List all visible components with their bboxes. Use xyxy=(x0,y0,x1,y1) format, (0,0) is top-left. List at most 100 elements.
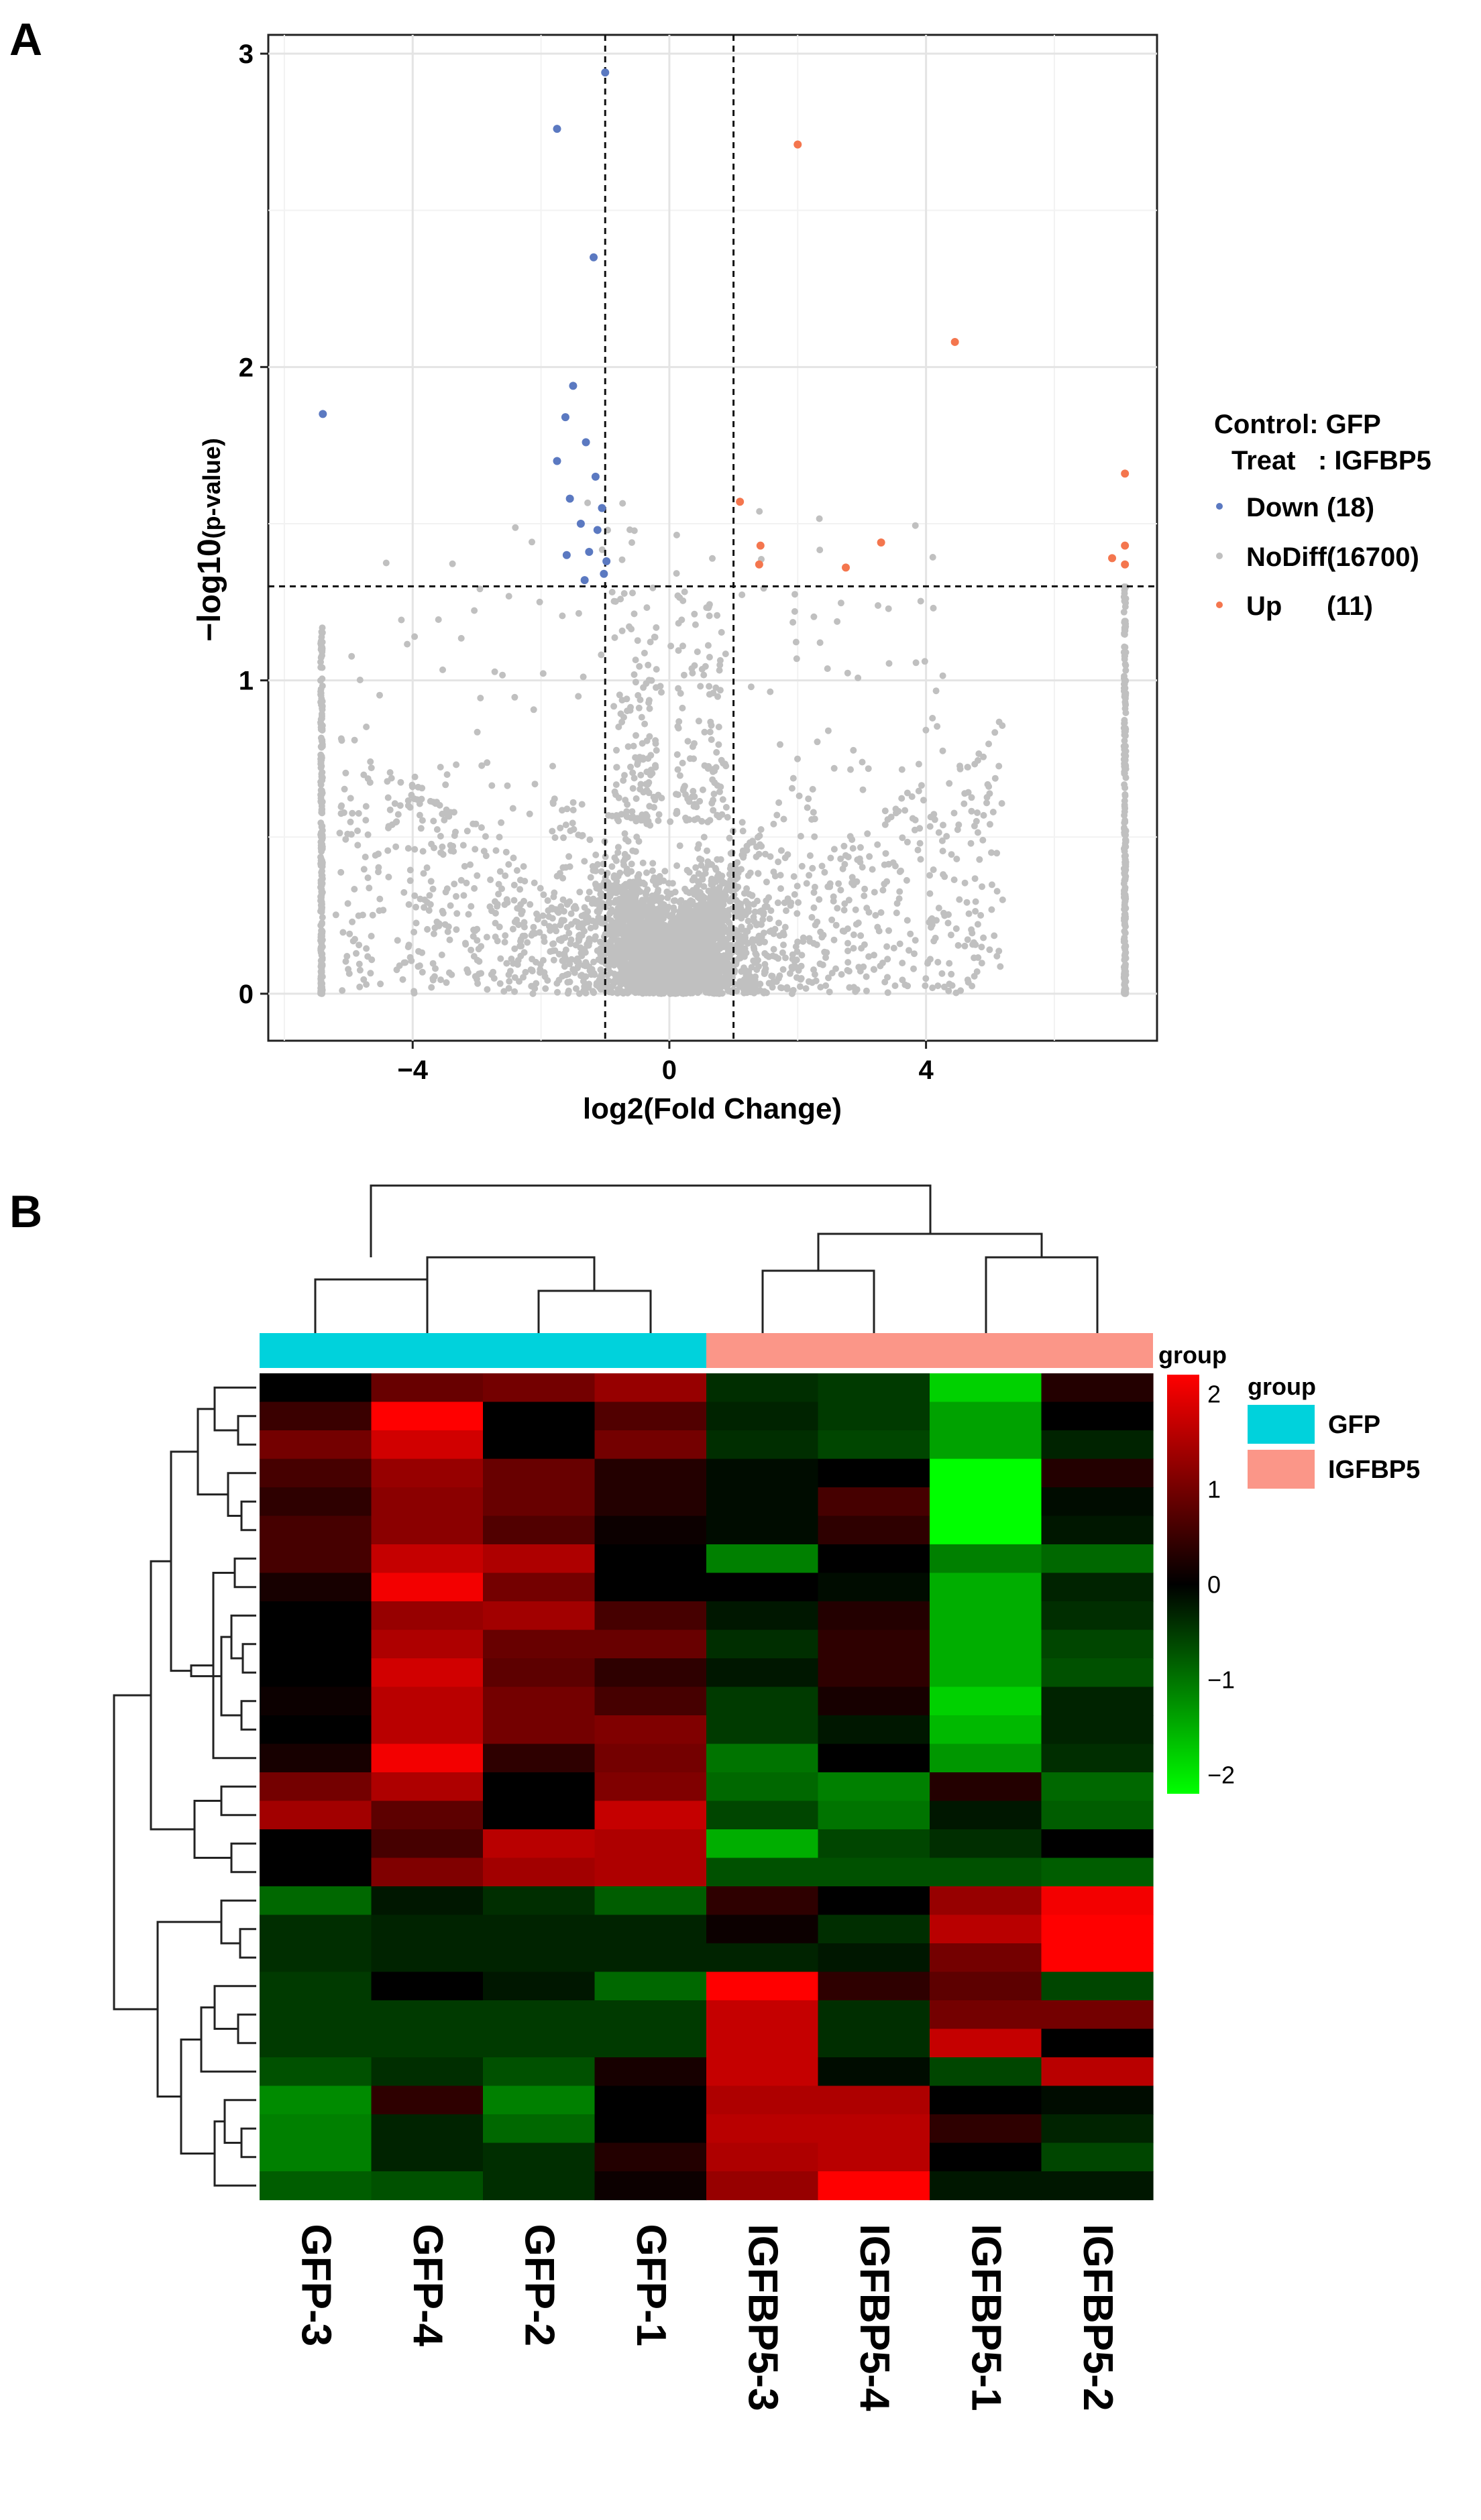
heatmap-cell xyxy=(930,2085,1042,2115)
heatmap-cell xyxy=(1041,1914,1154,1944)
heatmap-cell xyxy=(371,1601,484,1631)
heatmap-cell xyxy=(1041,1401,1154,1431)
legend-down-label: Down (18) xyxy=(1246,493,1374,522)
heatmap-cell xyxy=(371,1658,484,1688)
heatmap-cell xyxy=(818,2057,930,2087)
heatmap-cell xyxy=(818,1800,930,1830)
up-point xyxy=(1108,554,1117,563)
heatmap-cell xyxy=(706,1829,819,1859)
heatmap-cell xyxy=(371,1800,484,1830)
heatmap-cell xyxy=(260,1914,372,1944)
heatmap-cell xyxy=(594,1743,707,1773)
nodiff-point-cloud xyxy=(317,499,1130,997)
group-legend-gfp-label: GFP xyxy=(1328,1411,1380,1439)
up-point xyxy=(793,140,802,149)
up-point xyxy=(877,538,885,547)
group-legend-title: group xyxy=(1248,1373,1316,1400)
x-tick-label: 0 xyxy=(662,1055,677,1085)
row-dendro-root xyxy=(113,1694,158,2010)
column-label: GFP-4 xyxy=(404,2224,451,2347)
heatmap-cell xyxy=(1041,1430,1154,1460)
heatmap-cell xyxy=(930,1572,1042,1602)
heatmap-cell xyxy=(371,2057,484,2087)
heatmap-cell xyxy=(260,2114,372,2144)
heatmap-cell xyxy=(594,2057,707,2087)
heatmap-cell xyxy=(594,1401,707,1431)
heatmap-cell xyxy=(260,2000,372,2030)
heatmap-cell xyxy=(483,2085,596,2115)
heatmap-cell xyxy=(483,1886,596,1916)
up-point xyxy=(842,563,851,572)
heatmap-cell xyxy=(260,1886,372,1916)
up-point xyxy=(736,498,745,506)
down-point xyxy=(593,526,602,534)
heatmap-cell xyxy=(818,1629,930,1659)
down-point xyxy=(576,519,585,528)
heatmap-cell xyxy=(930,1401,1042,1431)
down-point xyxy=(561,413,569,422)
heatmap-cell xyxy=(1041,1715,1154,1745)
heatmap-cell xyxy=(706,2171,819,2201)
heatmap-cell xyxy=(594,1971,707,2001)
down-point xyxy=(553,125,561,133)
row-dendro-branch xyxy=(220,1899,256,1945)
heatmap-cell xyxy=(930,1458,1042,1488)
heatmap-cell xyxy=(818,1487,930,1517)
colorbar-tick-label: 1 xyxy=(1207,1475,1221,1503)
heatmap-cell xyxy=(706,1800,819,1830)
heatmap-cell xyxy=(483,2057,596,2087)
x-tick-label: 4 xyxy=(918,1055,934,1085)
heatmap-cell xyxy=(260,1401,372,1431)
group-annotation-title: group xyxy=(1158,1341,1227,1369)
y-axis-label-sub: (p-value) xyxy=(198,438,225,538)
heatmap-cell xyxy=(1041,1829,1154,1859)
heatmap-cell xyxy=(594,1686,707,1716)
colorbar-ticks: 2 1 0 −1 −2 xyxy=(1199,1380,1235,1789)
heatmap-cell xyxy=(930,1373,1042,1403)
row-dendro-branch xyxy=(193,1800,231,1859)
row-dendro-branch xyxy=(220,1785,256,1817)
column-label: GFP-3 xyxy=(292,2224,339,2347)
heatmap-cell xyxy=(1041,1487,1154,1517)
heatmap-cell xyxy=(706,1743,819,1773)
row-dendro-branch xyxy=(213,1985,256,2030)
heatmap-cell xyxy=(1041,1373,1154,1403)
row-dendro-branch xyxy=(239,1928,256,1959)
heatmap-cell xyxy=(1041,1943,1154,1973)
heatmap-cell xyxy=(930,2000,1042,2030)
heatmap-cell xyxy=(930,1544,1042,1574)
heatmap-cell xyxy=(260,2171,372,2201)
heatmap-cell xyxy=(1041,2085,1154,2115)
heatmap-cell xyxy=(930,1601,1042,1631)
heatmap-cell xyxy=(260,1430,372,1460)
heatmap-cell xyxy=(706,1544,819,1574)
heatmap-cell xyxy=(594,2171,707,2201)
heatmap-cell xyxy=(371,2114,484,2144)
heatmap-cell xyxy=(706,2028,819,2058)
heatmap-cell xyxy=(260,1943,372,1973)
y-tick-label: 2 xyxy=(239,353,254,382)
heatmap-cell xyxy=(706,1943,819,1973)
heatmap-cell xyxy=(483,1772,596,1802)
heatmap-cell xyxy=(371,1829,484,1859)
heatmap-cell xyxy=(1041,1686,1154,1716)
heatmap-cell xyxy=(706,2142,819,2172)
heatmap-cell xyxy=(818,1658,930,1688)
heatmap-cell xyxy=(260,1857,372,1887)
heatmap-cell xyxy=(371,1772,484,1802)
heatmap-cell xyxy=(260,1373,372,1403)
y-axis-label-main: −log10 xyxy=(192,538,227,641)
heatmap-cell xyxy=(594,1430,707,1460)
heatmap-cell xyxy=(1041,1800,1154,1830)
up-point xyxy=(1121,469,1130,478)
heatmap-cell xyxy=(818,1743,930,1773)
heatmap-cell xyxy=(594,2114,707,2144)
heatmap-cell xyxy=(371,1430,484,1460)
group-annotation-bar xyxy=(260,1333,1153,1368)
panel-a-label: A xyxy=(9,14,42,65)
heatmap-cell xyxy=(483,2142,596,2172)
heatmap-cell xyxy=(818,1401,930,1431)
down-point xyxy=(565,494,574,503)
heatmap-cell xyxy=(483,1971,596,2001)
